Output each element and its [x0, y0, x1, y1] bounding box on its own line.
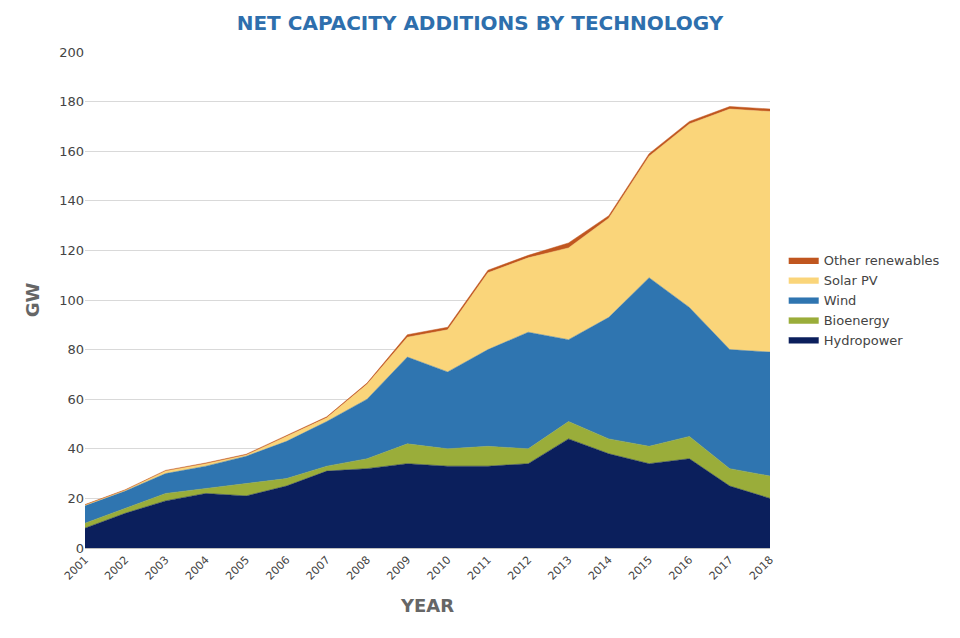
svg-text:2012: 2012	[505, 554, 534, 583]
svg-text:GW: GW	[22, 283, 43, 318]
svg-text:2011: 2011	[465, 554, 494, 583]
svg-text:2013: 2013	[546, 554, 575, 583]
svg-text:2014: 2014	[586, 554, 615, 583]
svg-text:2009: 2009	[384, 554, 413, 583]
svg-text:2007: 2007	[304, 554, 333, 583]
svg-text:20: 20	[67, 491, 84, 506]
svg-text:2017: 2017	[707, 554, 736, 583]
svg-text:2004: 2004	[183, 554, 212, 583]
svg-text:2008: 2008	[344, 554, 373, 583]
svg-text:100: 100	[59, 293, 84, 308]
svg-text:2015: 2015	[626, 554, 655, 583]
svg-text:120: 120	[59, 243, 84, 258]
svg-text:180: 180	[59, 94, 84, 109]
svg-text:YEAR: YEAR	[400, 595, 454, 616]
svg-text:60: 60	[67, 392, 84, 407]
svg-text:140: 140	[59, 193, 84, 208]
svg-text:2006: 2006	[263, 554, 292, 583]
svg-text:40: 40	[67, 441, 84, 456]
svg-text:2016: 2016	[666, 554, 695, 583]
svg-text:Solar PV: Solar PV	[824, 273, 878, 288]
svg-text:0: 0	[76, 541, 84, 556]
svg-text:2005: 2005	[223, 554, 252, 583]
svg-text:NET CAPACITY ADDITIONS BY TECH: NET CAPACITY ADDITIONS BY TECHNOLOGY	[237, 11, 724, 35]
svg-text:2010: 2010	[425, 554, 454, 583]
svg-text:2003: 2003	[143, 554, 172, 583]
svg-text:200: 200	[59, 45, 84, 60]
svg-text:Hydropower: Hydropower	[824, 333, 904, 348]
svg-text:Bioenergy: Bioenergy	[824, 313, 890, 328]
svg-text:2018: 2018	[747, 554, 776, 583]
svg-text:Wind: Wind	[824, 293, 857, 308]
svg-text:2002: 2002	[102, 554, 131, 583]
svg-text:Other renewables: Other renewables	[824, 253, 940, 268]
svg-text:160: 160	[59, 144, 84, 159]
svg-text:80: 80	[67, 342, 84, 357]
svg-text:2001: 2001	[62, 554, 91, 583]
